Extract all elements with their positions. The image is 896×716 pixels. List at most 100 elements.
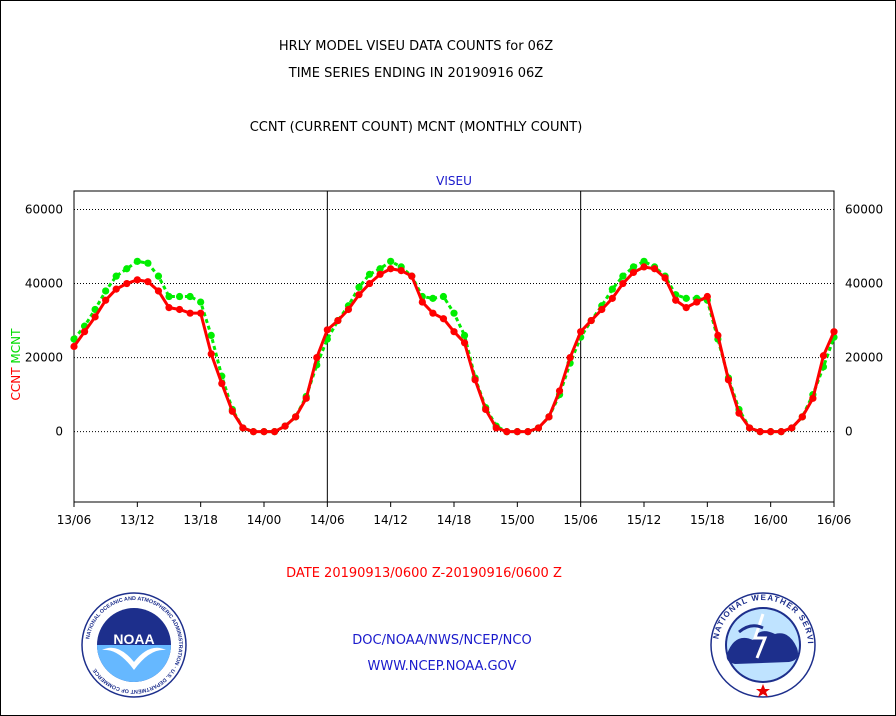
nws-logo-icon: NATIONAL WEATHER SERVICE bbox=[709, 592, 816, 698]
data-point-mcnt bbox=[112, 272, 120, 280]
data-point-ccnt bbox=[482, 405, 490, 414]
data-point-ccnt bbox=[102, 296, 110, 304]
data-point-ccnt bbox=[408, 272, 416, 280]
data-point-mcnt bbox=[197, 298, 205, 306]
y-tick-label-left: 60000 bbox=[25, 203, 63, 217]
data-point-mcnt bbox=[355, 283, 363, 291]
data-point-mcnt bbox=[387, 257, 395, 265]
data-point-mcnt bbox=[682, 294, 690, 302]
data-point-ccnt bbox=[672, 296, 680, 304]
x-tick-label: 14/12 bbox=[373, 513, 408, 527]
data-point-ccnt bbox=[70, 342, 78, 351]
data-point-ccnt bbox=[460, 339, 469, 347]
data-point-ccnt bbox=[650, 265, 659, 273]
y-tick-label-left: 20000 bbox=[25, 351, 63, 365]
data-point-ccnt bbox=[154, 287, 163, 295]
data-point-ccnt bbox=[281, 422, 289, 430]
data-point-mcnt bbox=[640, 257, 648, 265]
data-point-ccnt bbox=[566, 354, 574, 362]
data-point-mcnt bbox=[70, 335, 78, 343]
chart-title: VISEU bbox=[436, 174, 472, 188]
data-point-ccnt bbox=[745, 424, 754, 432]
data-point-ccnt bbox=[175, 305, 184, 314]
chart-title-line-3: CCNT (CURRENT COUNT) MCNT (MONTHLY COUNT… bbox=[249, 120, 583, 135]
data-point-ccnt bbox=[577, 328, 585, 336]
data-point-mcnt bbox=[439, 292, 448, 301]
time-series-chart: VISEU 0 0 20000 20000 40000 40000 60000 60000 13/… bbox=[9, 174, 883, 527]
data-point-ccnt bbox=[703, 292, 711, 301]
data-point-mcnt bbox=[165, 292, 173, 301]
x-tick-label: 16/06 bbox=[817, 513, 852, 527]
data-point-ccnt bbox=[492, 424, 500, 432]
y-tick-label-right: 20000 bbox=[845, 351, 883, 365]
data-point-ccnt bbox=[619, 279, 627, 288]
data-point-ccnt bbox=[608, 294, 616, 302]
x-tick-label: 14/18 bbox=[437, 513, 472, 527]
data-point-mcnt bbox=[123, 265, 131, 273]
data-point-ccnt bbox=[344, 305, 353, 314]
data-point-ccnt bbox=[809, 394, 817, 402]
data-point-ccnt bbox=[302, 394, 310, 402]
data-point-ccnt bbox=[292, 413, 300, 421]
data-point-mcnt bbox=[450, 309, 458, 317]
data-point-ccnt bbox=[693, 298, 701, 306]
data-point-mcnt bbox=[608, 285, 616, 293]
y-tick-label-right: 0 bbox=[845, 425, 853, 439]
data-point-ccnt bbox=[767, 428, 775, 436]
data-point-ccnt bbox=[587, 316, 595, 325]
x-tick-label: 14/00 bbox=[247, 513, 282, 527]
x-tick-label: 13/12 bbox=[120, 513, 155, 527]
data-point-ccnt bbox=[798, 413, 806, 421]
data-point-ccnt bbox=[376, 270, 384, 278]
y-axis-label-mcnt: MCNT bbox=[9, 328, 23, 364]
data-point-ccnt bbox=[313, 354, 321, 362]
data-point-ccnt bbox=[724, 376, 733, 384]
y-tick-label-right: 40000 bbox=[845, 277, 883, 291]
data-point-ccnt bbox=[228, 407, 236, 415]
x-tick-label: 13/06 bbox=[57, 513, 92, 527]
data-point-ccnt bbox=[629, 268, 638, 277]
data-point-mcnt bbox=[133, 257, 141, 265]
data-point-ccnt bbox=[397, 267, 405, 275]
data-point-ccnt bbox=[323, 326, 331, 334]
data-point-mcnt bbox=[144, 259, 152, 267]
data-point-ccnt bbox=[239, 424, 247, 432]
data-point-ccnt bbox=[777, 428, 785, 436]
data-point-mcnt bbox=[619, 272, 627, 280]
x-tick-label: 13/18 bbox=[183, 513, 218, 527]
credit-agency: DOC/NOAA/NWS/NCEP/NCO bbox=[352, 633, 532, 648]
series-line-ccnt bbox=[72, 265, 836, 434]
data-point-mcnt bbox=[102, 287, 110, 295]
data-point-ccnt bbox=[819, 352, 828, 360]
y-tick-label-right: 60000 bbox=[845, 203, 883, 217]
data-point-ccnt bbox=[661, 274, 669, 282]
data-point-ccnt bbox=[534, 424, 543, 432]
data-point-ccnt bbox=[545, 413, 553, 421]
data-point-mcnt bbox=[186, 292, 194, 301]
data-point-ccnt bbox=[249, 428, 258, 436]
data-point-ccnt bbox=[598, 305, 606, 314]
date-range: DATE 20190913/0600 Z-20190916/0600 Z bbox=[286, 566, 562, 581]
data-point-ccnt bbox=[555, 387, 564, 395]
data-point-mcnt bbox=[376, 265, 384, 273]
data-point-ccnt bbox=[144, 278, 152, 286]
credit-website[interactable]: WWW.NCEP.NOAA.GOV bbox=[367, 659, 517, 674]
data-point-ccnt bbox=[91, 313, 99, 321]
data-point-mcnt bbox=[460, 331, 469, 339]
data-point-ccnt bbox=[788, 424, 796, 432]
x-tick-label: 15/18 bbox=[690, 513, 725, 527]
data-point-ccnt bbox=[418, 298, 426, 306]
data-point-ccnt bbox=[524, 428, 532, 436]
data-point-ccnt bbox=[756, 428, 764, 436]
chart-title-line-1: HRLY MODEL VISEU DATA COUNTS for 06Z bbox=[278, 39, 554, 54]
x-tick-label: 14/06 bbox=[310, 513, 345, 527]
data-point-ccnt bbox=[355, 291, 363, 299]
data-point-mcnt bbox=[429, 294, 437, 302]
data-point-ccnt bbox=[429, 309, 437, 317]
data-point-mcnt bbox=[629, 263, 638, 271]
data-point-ccnt bbox=[207, 350, 215, 358]
x-tick-label: 16/00 bbox=[753, 513, 788, 527]
data-point-mcnt bbox=[365, 270, 374, 278]
x-tick-label: 15/12 bbox=[627, 513, 662, 527]
data-point-mcnt bbox=[207, 331, 215, 339]
